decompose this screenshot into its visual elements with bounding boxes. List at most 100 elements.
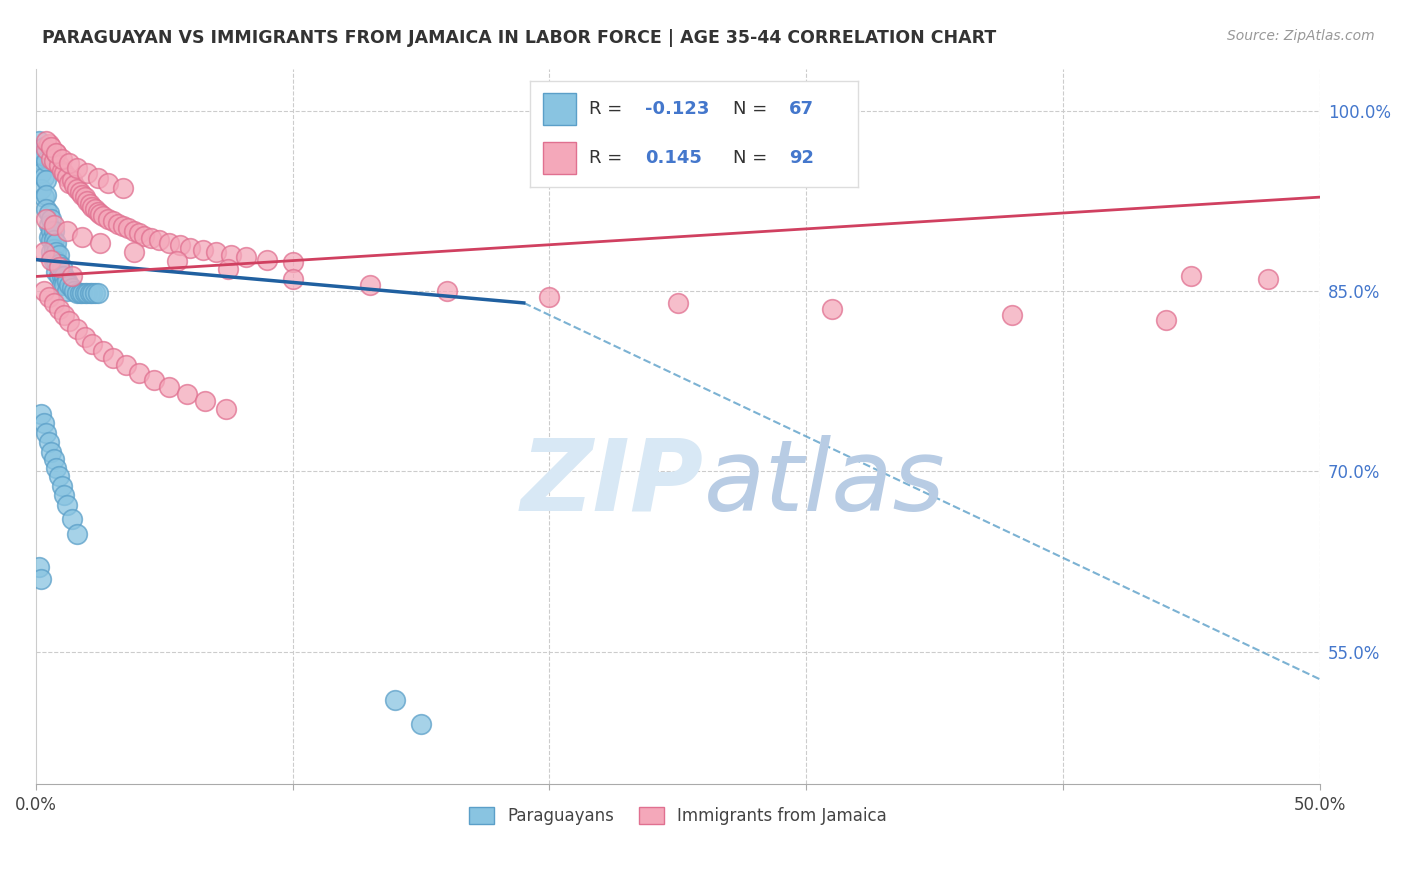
Point <box>60 269 83 284</box>
Legend: Paraguayans, Immigrants from Jamaica: Paraguayans, Immigrants from Jamaica <box>468 807 887 825</box>
Point <box>58 314 80 328</box>
Point <box>66 322 89 336</box>
Point <box>436 284 458 298</box>
Point <box>53 277 76 292</box>
Point <box>219 248 242 262</box>
Point <box>86 170 108 185</box>
Point <box>41 245 63 260</box>
Point <box>281 255 304 269</box>
Point <box>51 277 73 292</box>
Point <box>32 139 55 153</box>
Point <box>35 142 58 156</box>
Point <box>69 286 91 301</box>
Point <box>58 176 80 190</box>
Point <box>86 204 108 219</box>
Point <box>538 290 561 304</box>
Point <box>42 224 65 238</box>
Point <box>35 134 58 148</box>
Point <box>30 573 52 587</box>
Point <box>55 498 77 512</box>
Point <box>55 284 77 298</box>
Point <box>1180 269 1202 284</box>
Point <box>30 142 52 156</box>
Point <box>179 241 201 255</box>
Point <box>107 217 129 231</box>
Point <box>48 248 70 262</box>
Point <box>89 235 111 250</box>
Point <box>51 163 73 178</box>
Point <box>42 296 65 310</box>
Point <box>58 156 80 170</box>
Point <box>30 166 52 180</box>
Point <box>66 286 89 301</box>
Point <box>256 252 278 267</box>
Point <box>30 182 52 196</box>
Point <box>27 152 49 166</box>
Point <box>45 265 67 279</box>
Point <box>41 139 63 153</box>
Point <box>1000 308 1022 322</box>
Point <box>32 416 55 430</box>
Point <box>76 194 98 208</box>
Point <box>122 224 145 238</box>
Point <box>176 387 198 401</box>
Point <box>38 290 60 304</box>
Point <box>38 229 60 244</box>
Point <box>112 219 135 233</box>
Point <box>143 373 166 387</box>
Point <box>97 211 120 226</box>
Point <box>1154 312 1177 326</box>
Point <box>89 207 111 221</box>
Point <box>215 401 238 416</box>
Point <box>41 152 63 166</box>
Point <box>51 152 73 166</box>
Point <box>51 269 73 284</box>
Point <box>86 286 108 301</box>
Point <box>55 224 77 238</box>
Point <box>281 272 304 286</box>
Point <box>38 435 60 450</box>
Point <box>666 296 689 310</box>
Point <box>42 452 65 467</box>
Point <box>53 308 76 322</box>
Point <box>114 359 136 373</box>
Point <box>60 281 83 295</box>
Point <box>42 154 65 169</box>
Point <box>66 526 89 541</box>
Point <box>159 235 181 250</box>
Point <box>32 284 55 298</box>
Point <box>53 488 76 502</box>
Point <box>32 169 55 184</box>
Point <box>79 197 101 211</box>
Point <box>148 234 170 248</box>
Point <box>48 257 70 271</box>
Point <box>41 234 63 248</box>
Point <box>51 260 73 274</box>
Point <box>27 560 49 574</box>
Point <box>159 380 181 394</box>
Point <box>66 161 89 176</box>
Point <box>60 173 83 187</box>
Point <box>409 716 432 731</box>
Point <box>101 214 124 228</box>
Point <box>35 154 58 169</box>
Point <box>70 229 93 244</box>
Point <box>91 210 114 224</box>
Point <box>1257 272 1279 286</box>
Point <box>218 262 240 277</box>
Point <box>30 407 52 421</box>
Point <box>84 202 107 216</box>
Point <box>112 180 135 194</box>
Point <box>41 224 63 238</box>
Point <box>42 234 65 248</box>
Point <box>45 253 67 268</box>
Point <box>82 286 104 301</box>
Point <box>166 253 188 268</box>
Point <box>35 187 58 202</box>
Point <box>53 269 76 284</box>
Point <box>69 186 91 200</box>
Point <box>45 245 67 260</box>
Point <box>128 226 150 240</box>
Point <box>132 228 155 243</box>
Point <box>48 301 70 316</box>
